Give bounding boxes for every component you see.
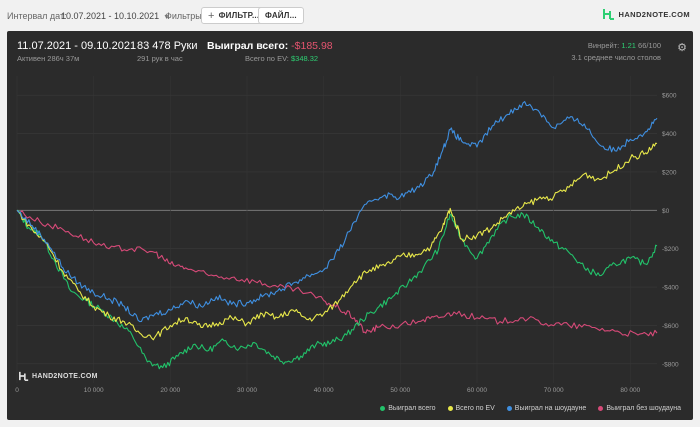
ev-total-label: Всего по EV: (245, 54, 289, 63)
interval-label: Интервал дат: (7, 11, 67, 21)
hands-per-hour: 291 рук в час (137, 54, 183, 63)
legend-label: Выиграл без шоудауна (606, 405, 681, 412)
series-line-2 (16, 101, 658, 323)
series-line-3 (16, 209, 658, 337)
chart-lines (16, 101, 658, 370)
hands-count: 83 478 Руки (137, 40, 198, 52)
legend-dot-icon (380, 406, 386, 411)
gear-icon[interactable]: ⚙ (677, 42, 687, 54)
legend-item-0[interactable]: Выиграл всего (380, 405, 436, 412)
series-line-0 (16, 209, 658, 370)
file-button-label: ФАЙЛ... (265, 11, 297, 20)
date-range: 11.07.2021 - 09.10.2021 (17, 40, 137, 52)
legend-dot-icon (506, 406, 512, 411)
active-time: Активен 286ч 37м (17, 54, 80, 63)
ev-total-value: $348.32 (290, 54, 319, 63)
y-tick-label-2: $200 (662, 169, 677, 176)
date-interval-select[interactable]: 10.07.2021 - 10.10.2021 ▼ (61, 11, 170, 21)
logo-text: HAND2NOTE.COM (618, 9, 690, 19)
y-tick-label-3: $0 (662, 208, 670, 215)
y-axis-ticks: $600 $400 $200 $0 -$200 -$400 -$600 -$800 (662, 93, 679, 369)
x-tick-label-0: 0 (15, 387, 19, 394)
avg-tables: 3.1 среднее число столов (571, 53, 661, 62)
filter-bar: Интервал дат: 10.07.2021 - 10.10.2021 ▼ Ф… (0, 0, 700, 31)
x-tick-label-2: 20 000 (160, 387, 180, 394)
x-tick-label-6: 60 000 (467, 387, 487, 394)
won-total-label: Выиграл всего: (207, 40, 289, 52)
legend-dot-icon (598, 406, 604, 411)
x-tick-label-5: 50 000 (390, 387, 410, 394)
file-button[interactable]: ФАЙЛ... (258, 7, 304, 24)
ev-total: Всего по EV: $348.32 (245, 54, 318, 63)
winrate-label: Винрейт: (587, 41, 620, 50)
filters-label: Фильтры: (165, 11, 205, 21)
legend-label: Выиграл всего (388, 405, 436, 412)
legend-item-2[interactable]: Выиграл на шоудауне (506, 405, 587, 412)
won-total-value: -$185.98 (291, 40, 333, 52)
y-tick-label-4: -$200 (662, 246, 679, 253)
watermark-text: HAND2NOTE.COM (32, 372, 98, 380)
x-tick-label-1: 10 000 (84, 387, 104, 394)
chart-legend: Выиграл всего Всего по EV Выиграл на шоуда… (380, 405, 681, 412)
y-tick-label-1: $400 (662, 131, 677, 138)
x-tick-label-7: 70 000 (544, 387, 564, 394)
y-tick-label-6: -$600 (662, 323, 679, 330)
y-tick-label-0: $600 (662, 93, 677, 100)
winrate-extra: 66/100 (638, 41, 661, 50)
chart-grid (16, 76, 657, 383)
date-interval-value: 10.07.2021 - 10.10.2021 (61, 11, 160, 21)
graph-panel: 11.07.2021 - 09.10.2021 Активен 286ч 37м… (7, 31, 693, 420)
add-filter-button[interactable]: + ФИЛЬТР... (201, 7, 267, 24)
hand2note-logo: HAND2NOTE.COM (602, 8, 690, 20)
legend-item-1[interactable]: Всего по EV (447, 405, 495, 412)
y-tick-label-5: -$400 (662, 285, 679, 292)
legend-label: Выиграл на шоудауне (514, 405, 587, 412)
won-total: Выиграл всего: -$185.98 (207, 40, 333, 52)
watermark-mark-icon (19, 371, 29, 381)
winrate-value: 1.21 (621, 41, 636, 50)
series-line-1 (16, 142, 658, 341)
y-tick-label-7: -$800 (662, 361, 679, 368)
x-tick-label-4: 40 000 (314, 387, 334, 394)
x-tick-label-8: 80 000 (620, 387, 640, 394)
plus-icon: + (208, 9, 215, 22)
legend-label: Всего по EV (455, 405, 495, 412)
logo-mark-icon (602, 9, 614, 20)
hand2note-watermark: HAND2NOTE.COM (19, 371, 98, 381)
add-filter-label: ФИЛЬТР... (218, 11, 260, 20)
profit-chart: $600 $400 $200 $0 -$200 -$400 -$600 -$800 0 10 0… (15, 76, 679, 394)
x-axis-ticks: 0 10 000 20 000 30 000 40 000 50 000 60 000 70 … (15, 387, 640, 394)
legend-dot-icon (447, 406, 453, 411)
legend-item-3[interactable]: Выиграл без шоудауна (598, 405, 681, 412)
x-tick-label-3: 30 000 (237, 387, 257, 394)
chevron-down-icon: ▼ (163, 14, 171, 21)
winrate: Винрейт: 1.21 66/100 (588, 41, 661, 50)
